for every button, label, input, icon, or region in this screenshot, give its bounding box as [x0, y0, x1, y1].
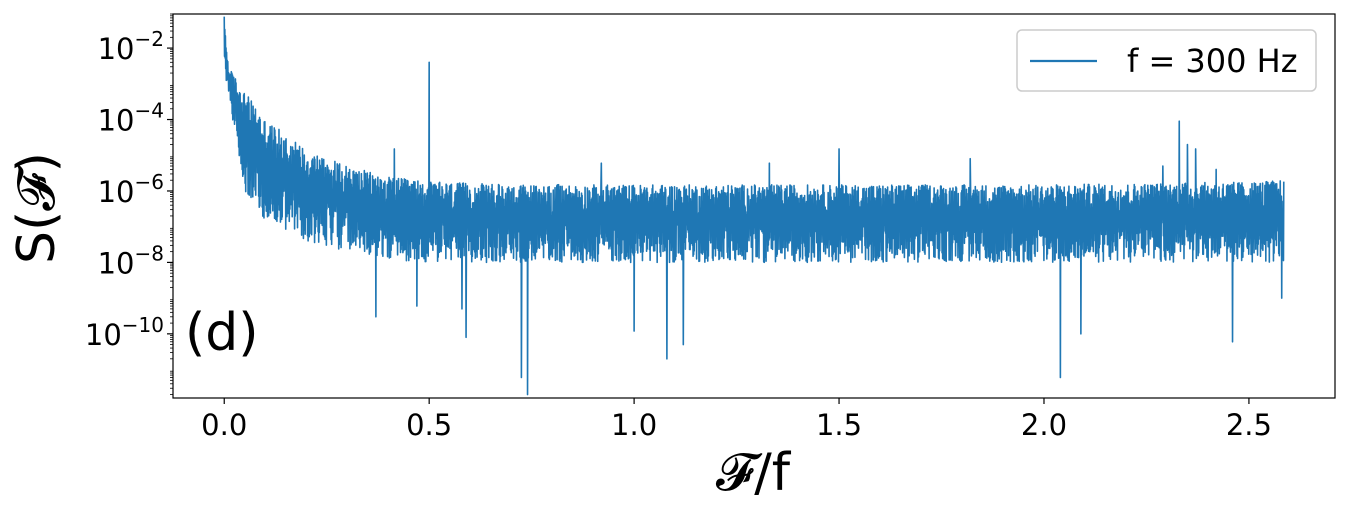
- y-tick-label: 10−4: [98, 99, 164, 138]
- plot-area: [223, 16, 1285, 396]
- axes-frame: [172, 13, 1336, 399]
- y-tick-label: 10−6: [98, 170, 164, 209]
- legend-entry-label: f = 300 Hz: [1127, 42, 1298, 80]
- y-tick-label: 10−10: [85, 313, 164, 352]
- series-line: [223, 16, 1285, 396]
- x-tick-label: 1.0: [611, 408, 657, 442]
- x-tick-label: 2.0: [1021, 408, 1067, 442]
- x-tick-label: 0.0: [201, 408, 247, 442]
- axes: 0.0 0.5 1.0 1.5 2.0 2.5 10−2 10−4 10−6 10−8 10−10: [85, 13, 1336, 442]
- x-tick-label: 2.5: [1226, 408, 1272, 442]
- x-tick-label: 1.5: [816, 408, 862, 442]
- x-tick-label: 0.5: [406, 408, 452, 442]
- legend-box: [1016, 29, 1317, 92]
- legend: f = 300 Hz: [1016, 29, 1317, 92]
- y-tick-label: 10−2: [98, 27, 164, 66]
- panel-annotation: (d): [185, 303, 259, 363]
- y-axis-label: S(𝓕): [7, 152, 67, 264]
- y-tick-label: 10−8: [98, 241, 164, 280]
- x-axis-label: 𝓕/f: [716, 443, 792, 503]
